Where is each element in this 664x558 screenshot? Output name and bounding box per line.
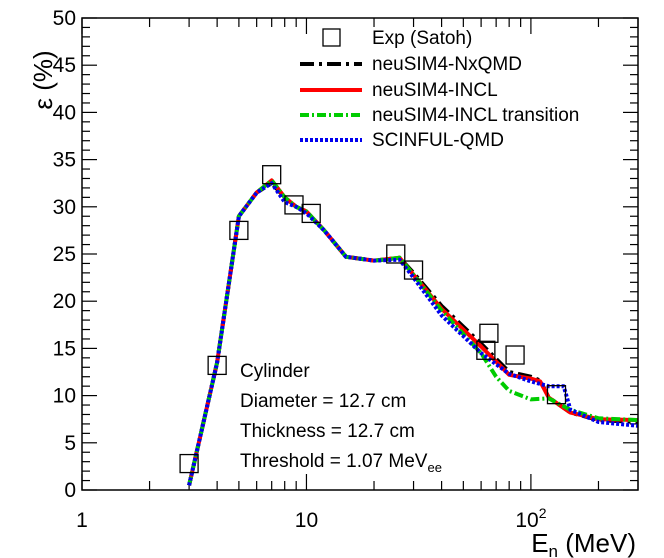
y-tick-label: 50 bbox=[53, 7, 76, 30]
y-tick-label: 0 bbox=[64, 479, 76, 502]
x-tick-label-sup: 2 bbox=[539, 505, 547, 521]
legend-label-incl-transition: neuSIM4-INCL transition bbox=[372, 105, 579, 126]
y-tick-label: 35 bbox=[53, 149, 76, 172]
y-tick-label: 40 bbox=[53, 101, 76, 124]
x-tick-label: 1 bbox=[76, 509, 88, 532]
legend-marker-exp bbox=[322, 28, 341, 47]
x-tick-label-main: 10 bbox=[515, 509, 538, 532]
x-axis-title-unit: (MeV) bbox=[558, 528, 636, 558]
data-point-exp bbox=[505, 345, 525, 365]
legend-label-scinful: SCINFUL-QMD bbox=[372, 130, 504, 151]
annotation-diameter: Diameter = 12.7 cm bbox=[240, 391, 406, 412]
x-tick-label: 10 bbox=[295, 509, 318, 532]
legend-label-exp: Exp (Satoh) bbox=[372, 28, 472, 49]
data-point-exp bbox=[207, 355, 227, 376]
data-point-exp bbox=[262, 165, 282, 185]
y-tick-label: 30 bbox=[53, 196, 76, 219]
data-point-exp bbox=[476, 340, 496, 360]
y-axis-title: ε (%) bbox=[28, 50, 58, 109]
data-point-exp bbox=[479, 323, 499, 343]
legend-label-nxqmd: neuSIM4-NxQMD bbox=[372, 54, 522, 75]
plot-frame bbox=[81, 17, 639, 491]
x-tick-label: 102 bbox=[515, 505, 546, 532]
legend: Exp (Satoh) neuSIM4-NxQMD neuSIM4-INCL n… bbox=[300, 28, 579, 151]
series-line-scinful-qmd bbox=[187, 181, 639, 486]
data-point-exp bbox=[403, 260, 424, 280]
annotation-threshold: Threshold = 1.07 MeVee bbox=[240, 451, 442, 475]
y-tick-label: 15 bbox=[53, 337, 76, 360]
annotation-threshold-sub: ee bbox=[427, 460, 441, 475]
y-tick-label: 25 bbox=[53, 243, 76, 266]
x-tick-label-main: 1 bbox=[76, 509, 88, 532]
data-point-exp bbox=[546, 385, 567, 405]
data-point-exp bbox=[386, 244, 406, 264]
data-point-exp bbox=[229, 220, 249, 241]
legend-label-incl: neuSIM4-INCL bbox=[372, 80, 498, 101]
x-tick-label-main: 10 bbox=[295, 509, 318, 532]
y-tick-label: 10 bbox=[53, 385, 76, 408]
y-tick-label: 20 bbox=[53, 290, 76, 313]
annotation-threshold-main: Threshold = 1.07 MeV bbox=[240, 451, 428, 472]
x-axis-title: En (MeV) bbox=[531, 528, 636, 558]
experiment-markers bbox=[179, 165, 567, 474]
y-tick-label: 5 bbox=[64, 432, 76, 455]
data-point-exp bbox=[301, 203, 321, 224]
y-tick-label: 45 bbox=[53, 54, 76, 77]
x-axis-title-main: E bbox=[531, 528, 548, 558]
detector-annotation: Cylinder Diameter = 12.7 cm Thickness = … bbox=[240, 361, 442, 475]
x-axis-title-sub: n bbox=[549, 542, 558, 558]
data-point-exp bbox=[179, 453, 199, 474]
annotation-thickness: Thickness = 12.7 cm bbox=[240, 421, 415, 442]
annotation-cylinder: Cylinder bbox=[240, 361, 310, 382]
